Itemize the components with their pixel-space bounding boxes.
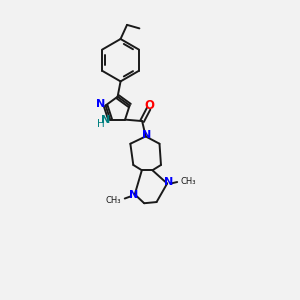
Text: O: O xyxy=(145,99,155,112)
Text: N: N xyxy=(142,130,151,140)
Text: CH₃: CH₃ xyxy=(106,196,121,205)
Text: N: N xyxy=(129,190,138,200)
Text: H: H xyxy=(97,119,105,129)
Text: N: N xyxy=(96,99,105,109)
Text: CH₃: CH₃ xyxy=(180,177,196,186)
Text: N: N xyxy=(164,177,173,187)
Text: N: N xyxy=(100,116,110,125)
